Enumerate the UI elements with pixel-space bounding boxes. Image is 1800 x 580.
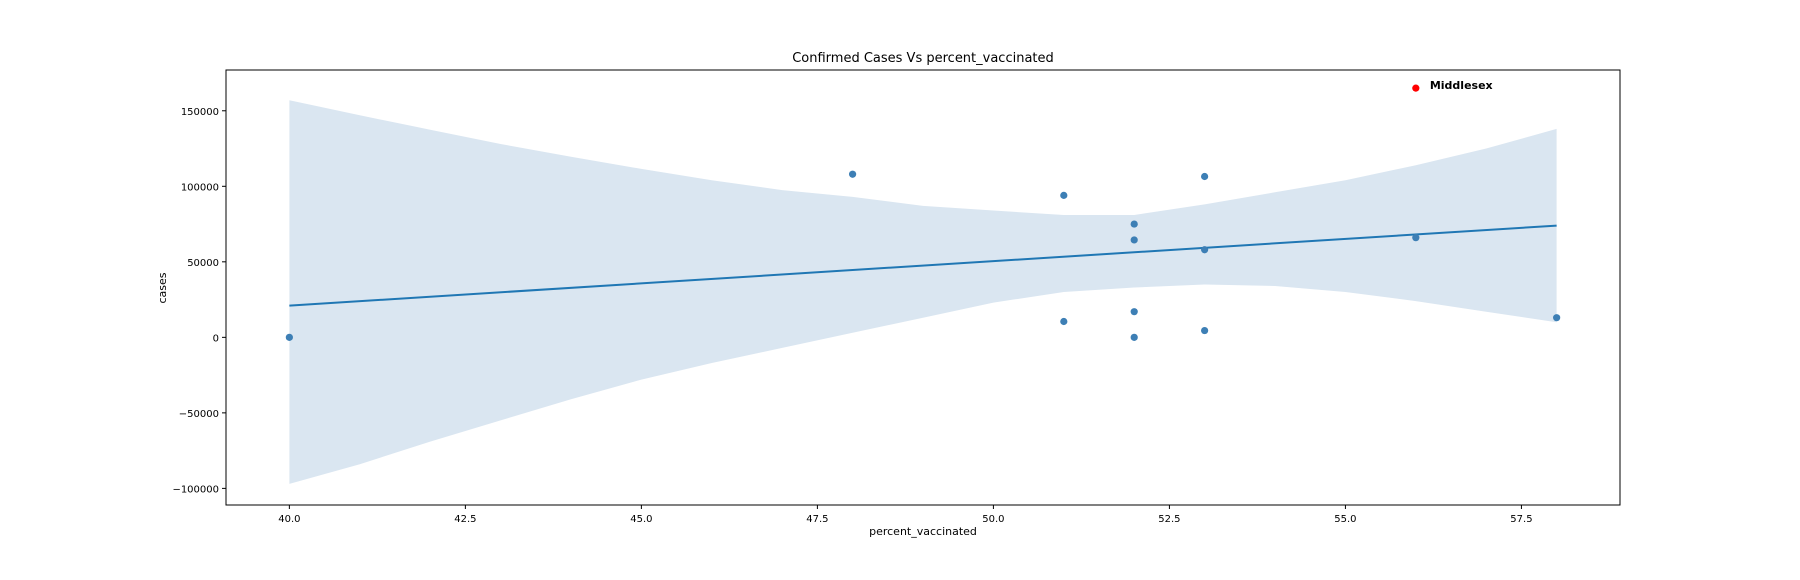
data-point: [1130, 308, 1138, 316]
data-point: [848, 170, 857, 178]
y-tick-label: 50000: [187, 258, 219, 269]
x-tick-label: 47.5: [806, 514, 828, 525]
regression-line-layer: [289, 224, 1557, 307]
confidence-band-layer: [289, 100, 1557, 484]
regression-line: [289, 224, 1557, 307]
confidence-band: [289, 100, 1557, 484]
data-point: [1060, 191, 1068, 199]
y-tick-label: 0: [213, 333, 219, 344]
x-axis-ticks: 40.0 42.5 45.0 47.5 50.0 52.5 55.0 57.5: [278, 505, 1533, 525]
data-point: [1201, 246, 1209, 254]
data-point: [1412, 234, 1420, 242]
x-tick-label: 42.5: [454, 514, 476, 525]
x-tick-label: 50.0: [982, 514, 1004, 525]
data-point: [1553, 314, 1561, 322]
data-point: [1201, 172, 1209, 181]
chart-title: Confirmed Cases Vs percent_vaccinated: [792, 51, 1054, 66]
x-axis-label: percent_vaccinated: [869, 525, 977, 538]
highlight-point: [1412, 84, 1420, 92]
y-tick-label: −100000: [172, 484, 219, 495]
highlight-layer: Middlesex: [1412, 79, 1493, 92]
data-point: [1130, 333, 1138, 341]
x-tick-label: 57.5: [1510, 514, 1532, 525]
x-tick-label: 52.5: [1158, 514, 1180, 525]
x-tick-label: 55.0: [1334, 514, 1356, 525]
data-points-layer: [285, 170, 1561, 341]
highlight-label: Middlesex: [1430, 79, 1493, 92]
data-point: [285, 333, 293, 341]
y-tick-label: 150000: [181, 107, 219, 118]
y-tick-label: −50000: [179, 409, 219, 420]
x-tick-label: 45.0: [630, 514, 652, 525]
y-axis-ticks: −100000 −50000 0 50000 100000 150000: [172, 107, 226, 495]
x-tick-label: 40.0: [278, 514, 300, 525]
plot-frame: [225, 69, 1621, 506]
y-axis-label: cases: [156, 272, 169, 303]
data-point: [1130, 236, 1138, 244]
data-point: [1060, 317, 1068, 326]
y-tick-label: 100000: [181, 182, 219, 193]
data-point: [1201, 326, 1209, 335]
data-point: [1130, 220, 1138, 228]
